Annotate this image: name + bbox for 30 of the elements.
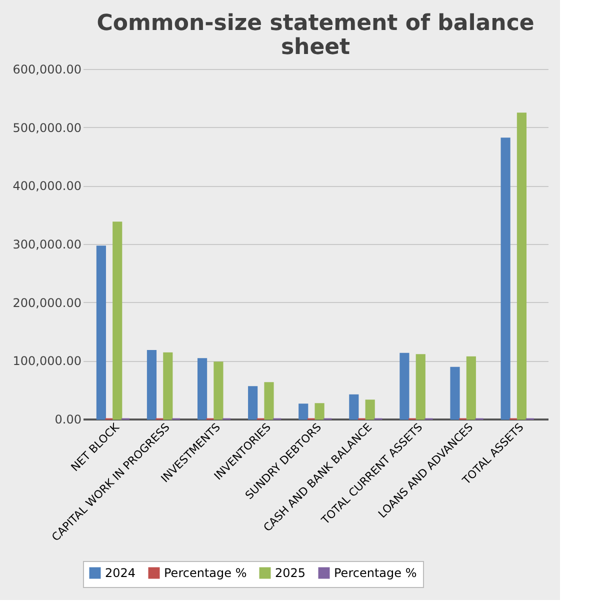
- bar: [163, 352, 173, 420]
- bar: [146, 350, 157, 420]
- bar: [466, 356, 476, 420]
- bar: [298, 404, 308, 420]
- legend-label: Percentage %: [164, 566, 247, 580]
- bar: [365, 400, 375, 420]
- legend-label: Percentage %: [334, 566, 417, 580]
- y-tick-label: 500,000.00: [12, 120, 82, 135]
- bar: [400, 352, 410, 420]
- legend-label: 2025: [275, 566, 306, 580]
- bar: [197, 358, 208, 420]
- y-tick-label: 300,000.00: [12, 238, 82, 252]
- y-tick-label: 400,000.00: [12, 179, 82, 194]
- y-tick-label: 200,000.00: [12, 296, 82, 310]
- bar: [214, 362, 224, 420]
- bar: [112, 222, 122, 420]
- bar: [450, 366, 460, 420]
- bar: [248, 386, 258, 420]
- y-tick-label: 100,000.00: [12, 354, 82, 368]
- y-tick-label: 0.00: [54, 412, 82, 426]
- bar: [264, 382, 274, 420]
- bar: [96, 246, 106, 420]
- bar: [416, 354, 426, 420]
- bar: [349, 394, 359, 420]
- legend-label: 2024: [105, 566, 136, 580]
- bar: [314, 403, 324, 420]
- chart-title: Common-size statement of balance sheet: [96, 11, 534, 60]
- bar: [500, 138, 510, 420]
- y-tick-label: 600,000.00: [12, 62, 82, 76]
- bar: [516, 112, 527, 420]
